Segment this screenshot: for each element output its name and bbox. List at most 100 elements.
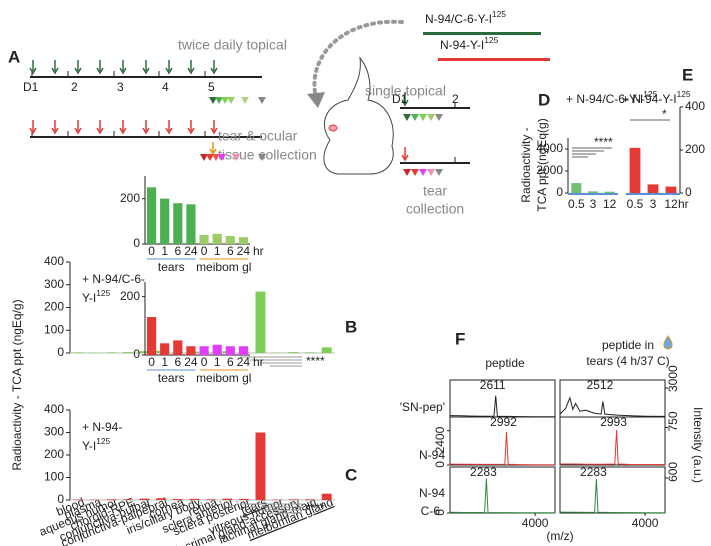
- x-tick-label: 3: [650, 197, 657, 211]
- legend-label: N-94/C-6-Y-I125: [425, 9, 506, 26]
- panel-letter: C: [345, 465, 357, 484]
- collection-marker: [218, 154, 226, 161]
- bar: [604, 191, 615, 193]
- y-tick-label: 2000: [536, 163, 563, 177]
- y-tick-label: 200: [120, 191, 140, 205]
- y-tick-label: 0: [57, 345, 64, 359]
- spectrum: [559, 479, 665, 514]
- bar: [629, 147, 641, 193]
- bar: [139, 498, 150, 500]
- bar: [238, 346, 249, 355]
- x-tick-label: 6: [227, 244, 234, 258]
- y-tick-label: 100: [44, 322, 64, 336]
- bar: [238, 237, 249, 244]
- y-tick-label: 0: [433, 509, 447, 516]
- arrowhead: [74, 127, 82, 135]
- spectrum: [449, 478, 555, 514]
- x-tick-label: 12: [603, 197, 617, 211]
- y-tick-label: 0: [57, 492, 64, 506]
- bar: [199, 234, 209, 244]
- collection-marker: [232, 154, 240, 161]
- y-axis-label: Radioactivity - TCA ppt (ngEq/g): [10, 299, 24, 470]
- peak-label: 2283: [580, 465, 607, 479]
- collection-marker: [403, 169, 411, 176]
- unit-label: hr: [253, 244, 264, 258]
- collection-marker: [435, 114, 443, 121]
- collection-marker: [227, 97, 235, 104]
- bar: [106, 499, 117, 500]
- y-tick-label: 300: [44, 277, 64, 291]
- rabbit: [323, 56, 394, 175]
- panel-letter: A: [8, 47, 20, 66]
- bar: [212, 233, 222, 244]
- column-title: peptide in: [602, 338, 654, 352]
- arrowhead: [307, 92, 325, 108]
- collection-marker: [212, 154, 220, 161]
- spectrum: [559, 396, 666, 417]
- peak-label: 2611: [480, 378, 506, 392]
- x-tick-label: 0: [201, 355, 208, 369]
- arrowhead: [142, 67, 150, 75]
- series-label: + N-94/C-6-: [82, 272, 145, 286]
- collection-marker: [411, 114, 419, 121]
- y-tick-label: 200: [44, 447, 64, 461]
- x-tick-label: 1: [161, 244, 168, 258]
- arrowhead: [74, 67, 82, 75]
- y-tick-label: 300: [44, 425, 64, 439]
- y-tick-label: 600: [666, 462, 680, 482]
- series-label-sup: 125: [677, 89, 691, 99]
- y-tick-label: 0: [556, 185, 563, 199]
- single-label: single topical: [365, 83, 446, 99]
- bar: [172, 499, 183, 500]
- spectrum: [449, 432, 555, 466]
- x-tick-label: 1: [161, 355, 168, 369]
- collection-marker: [435, 169, 443, 176]
- bar: [647, 184, 659, 193]
- series-label-sup: 125: [96, 436, 110, 446]
- peak-label: 2993: [600, 415, 627, 429]
- collection-marker: [403, 114, 411, 121]
- x-tick-label: 0: [148, 244, 155, 258]
- row-label: N-94: [419, 486, 445, 500]
- arrowhead: [119, 67, 127, 75]
- collection-marker: [221, 97, 229, 104]
- collection-label: collection: [406, 201, 464, 217]
- bar: [173, 203, 183, 244]
- series-label-main: Y-I: [82, 439, 96, 453]
- x-tick-label: 12: [664, 197, 678, 211]
- day-label: 5: [208, 80, 215, 94]
- drop-icon: [663, 335, 673, 350]
- collection-marker: [427, 114, 435, 121]
- legend-line: [438, 58, 550, 61]
- bar: [255, 432, 266, 500]
- y-tick-label: 0: [433, 461, 447, 468]
- legend-label-sup: 125: [484, 35, 498, 45]
- bar: [288, 352, 299, 353]
- bar: [199, 346, 209, 355]
- spectrum: [560, 429, 665, 465]
- y-tick-label: 750: [666, 411, 680, 431]
- bar: [212, 344, 222, 355]
- y-tick-label: 0: [133, 347, 140, 361]
- panel-letter: F: [455, 329, 465, 348]
- bar: [238, 498, 249, 500]
- arrowhead: [165, 127, 173, 135]
- arrowhead: [187, 67, 195, 75]
- y-tick-label: 0: [133, 236, 140, 250]
- row-label: N-94: [419, 448, 445, 462]
- day-label: 2: [452, 92, 459, 106]
- y-tick-label: 0: [685, 185, 692, 199]
- rabbit-eye: [328, 124, 338, 132]
- collection-marker: [419, 114, 427, 121]
- collection-marker: [241, 97, 249, 104]
- x-tick-label: 1: [214, 244, 221, 258]
- bar: [160, 343, 170, 355]
- x-tick-label: 4000: [522, 516, 549, 530]
- row-label: 'SN-pep': [400, 400, 445, 414]
- series-label-sup: 125: [96, 288, 110, 298]
- series-label-main: + N-94/C-6-Y-I: [566, 92, 643, 106]
- y-tick-label: 200: [685, 142, 705, 156]
- legend-label: N-94-Y-I125: [440, 35, 499, 52]
- group-label: meibom gl: [196, 371, 251, 385]
- series-label-main: + N-94-Y-I: [622, 92, 677, 106]
